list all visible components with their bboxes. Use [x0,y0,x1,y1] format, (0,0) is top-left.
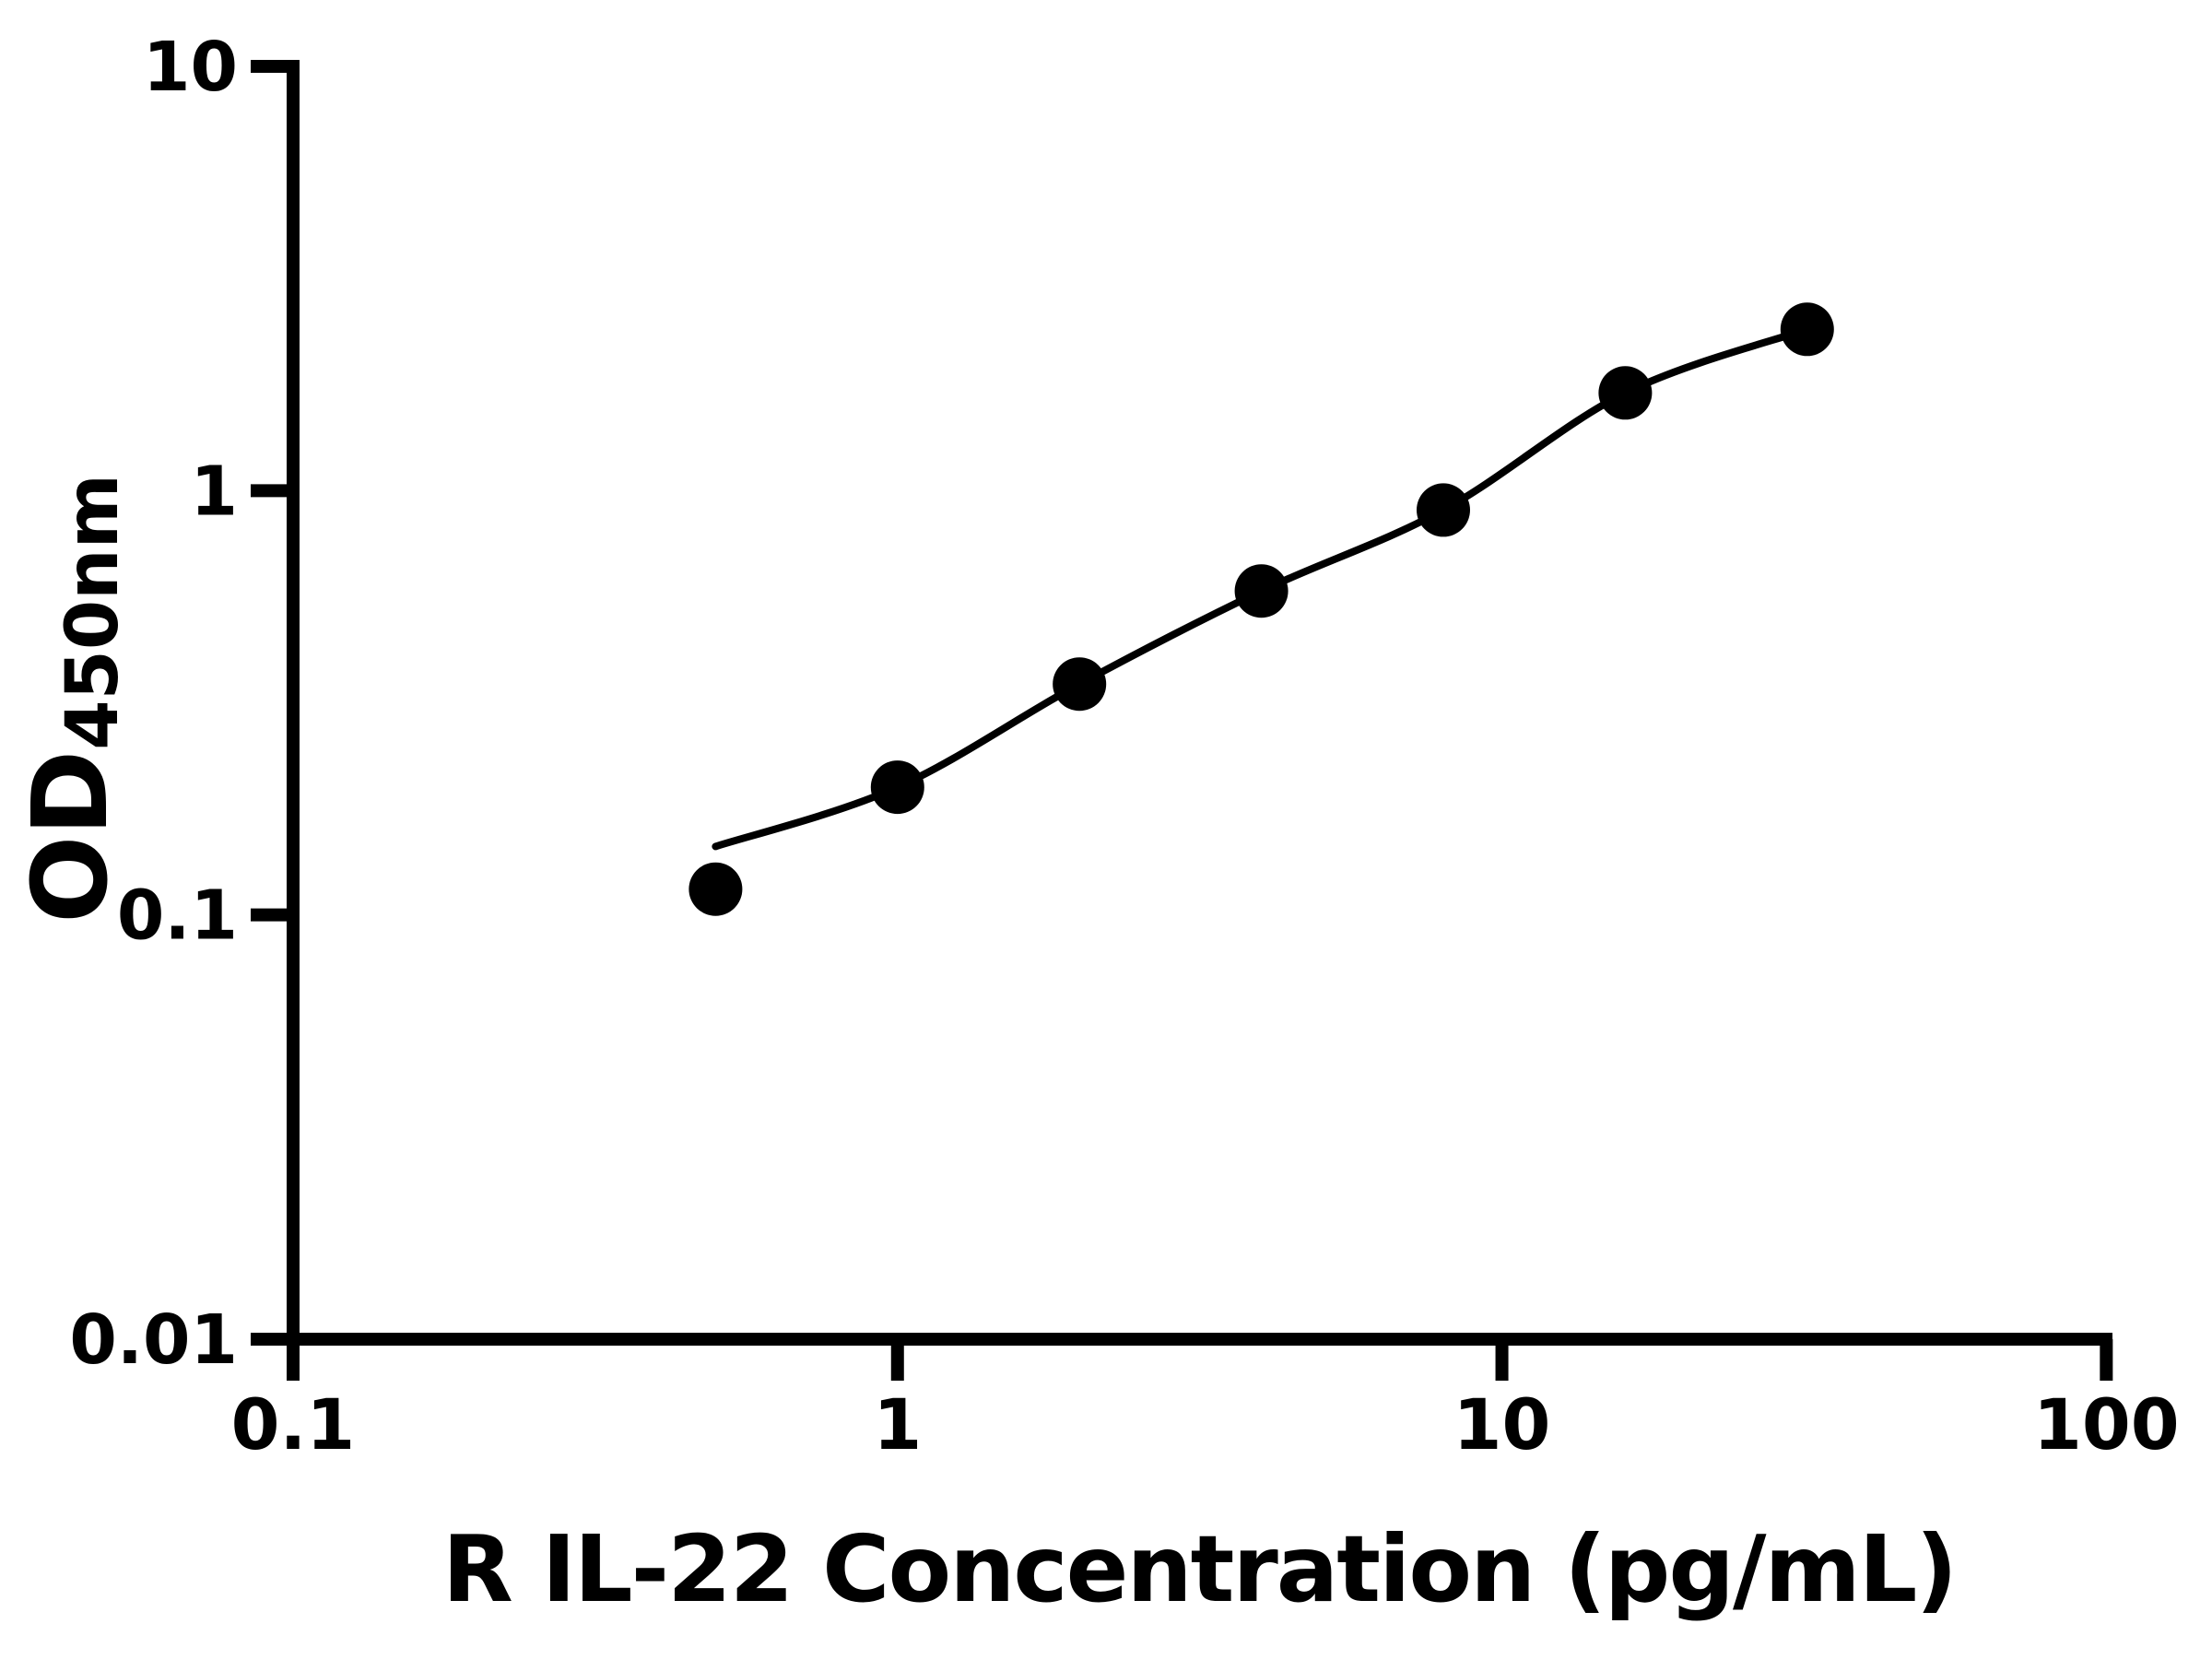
y-axis-title-main: OD [11,750,131,924]
axes [287,60,2112,1346]
data-point-marker [1780,302,1834,357]
data-point-marker [1598,366,1653,420]
y-tick-label: 0.01 [69,1300,238,1380]
y-axis-title: OD450nm [11,474,135,924]
x-tick-label: 10 [1453,1383,1551,1465]
x-tick-label: 100 [2033,1383,2180,1465]
y-tick-label: 0.1 [117,877,238,956]
x-tick-label: 1 [873,1383,922,1465]
data-point-marker [688,862,743,916]
x-axis-title: R IL-22 Concentration (pg/mL) [442,1515,1956,1623]
y-axis-title-subscript: 450nm [52,474,135,750]
y-tick-label: 10 [143,28,238,107]
data-point-marker [1234,564,1288,618]
x-tick-label: 0.1 [231,1383,356,1465]
data-point-marker [1053,657,1107,712]
data-point-marker [1417,483,1470,537]
y-tick-label: 1 [191,452,239,531]
data-point-marker [870,760,924,815]
